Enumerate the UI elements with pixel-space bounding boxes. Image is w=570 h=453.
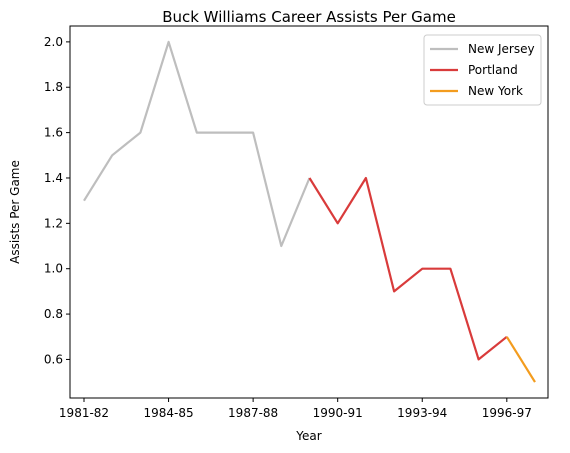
series-line-portland bbox=[308, 176, 508, 361]
y-tick-label: 1.8 bbox=[44, 80, 63, 94]
chart-title: Buck Williams Career Assists Per Game bbox=[162, 8, 456, 26]
x-tick-label: 1984-85 bbox=[143, 406, 193, 420]
x-tick-label: 1981-82 bbox=[59, 406, 109, 420]
x-tick-label: 1990-91 bbox=[313, 406, 363, 420]
y-axis-label: Assists Per Game bbox=[8, 160, 22, 264]
y-tick-label: 0.8 bbox=[44, 307, 63, 321]
x-axis-label: Year bbox=[295, 429, 321, 443]
series-lines bbox=[83, 40, 536, 383]
legend-label-new-jersey: New Jersey bbox=[468, 42, 535, 56]
y-tick-label: 1.6 bbox=[44, 126, 63, 140]
legend-label-new-york: New York bbox=[468, 84, 523, 98]
x-tick-label: 1993-94 bbox=[397, 406, 447, 420]
x-tick-label: 1987-88 bbox=[228, 406, 278, 420]
plot-area-frame bbox=[69, 25, 549, 399]
x-tick-label: 1996-97 bbox=[482, 406, 532, 420]
legend-label-portland: Portland bbox=[468, 63, 518, 77]
legend-box bbox=[423, 34, 542, 106]
series-line-new-jersey bbox=[83, 40, 311, 248]
series-line-new-york bbox=[505, 336, 536, 383]
y-tick-label: 0.6 bbox=[44, 352, 63, 366]
y-tick-label: 1.2 bbox=[44, 216, 63, 230]
y-axis: 0.6 0.8 1.0 1.2 1.4 1.6 1.8 2.0 bbox=[44, 35, 70, 366]
x-axis: 1981-82 1984-85 1987-88 1990-91 1993-94 1996-… bbox=[59, 398, 532, 420]
y-tick-label: 2.0 bbox=[44, 35, 63, 49]
legend: New Jersey Portland New York bbox=[423, 34, 542, 106]
y-tick-label: 1.0 bbox=[44, 262, 63, 276]
y-tick-label: 1.4 bbox=[44, 171, 63, 185]
